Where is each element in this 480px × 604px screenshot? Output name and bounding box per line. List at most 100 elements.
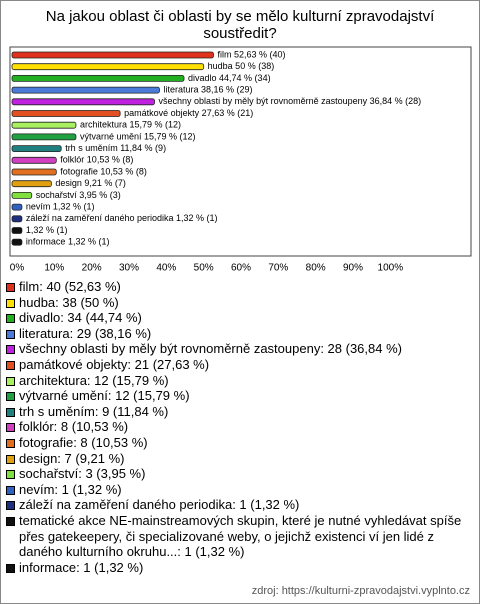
legend-item: architektura: 12 (15,79 %) (6, 373, 468, 389)
value-label: architektura 15,79 % (12) (80, 120, 181, 130)
value-label: trh s uměním 11,84 % (9) (65, 143, 166, 153)
x-tick-label: 40% (156, 263, 176, 274)
bar (11, 215, 23, 223)
legend-swatch (6, 485, 15, 495)
bar (11, 75, 185, 82)
legend-item: záleží na zaměření daného periodika: 1 (… (6, 497, 468, 513)
x-tick-label: 60% (231, 263, 251, 274)
chart-title: Na jakou oblast či oblasti by se mělo ku… (45, 8, 435, 42)
legend-label: památkové objekty: 21 (27,63 %) (19, 356, 210, 372)
legend-label: film: 40 (52,63 %) (19, 279, 121, 294)
value-label: hudba 50 % (38) (208, 61, 275, 71)
legend: film: 40 (52,63 %) hudba: 38 (50 %) divadl… (6, 279, 468, 575)
legend-swatch (6, 563, 15, 573)
legend-item: design: 7 (9,21 %) (6, 451, 468, 467)
value-label: výtvarné umění 15,79 % (12) (80, 131, 196, 141)
value-label: fotografie 10,53 % (8) (60, 166, 147, 176)
legend-swatch (6, 314, 15, 324)
legend-swatch (6, 438, 15, 448)
legend-label: architektura: 12 (15,79 %) (19, 372, 169, 388)
legend-item: divadlo: 34 (44,74 %) (6, 310, 468, 326)
legend-item: památkové objekty: 21 (27,63 %) (6, 357, 468, 373)
value-label: informace 1,32 % (1) (26, 237, 110, 247)
legend-label: záleží na zaměření daného periodika: 1 (… (19, 497, 300, 513)
bar (11, 110, 121, 117)
x-tick-label: 30% (119, 263, 139, 274)
value-label: film 52,63 % (40) (217, 49, 285, 59)
bar (11, 168, 57, 176)
legend-swatch (6, 470, 15, 480)
legend-swatch (6, 392, 15, 402)
x-tick-label: 0% (10, 263, 25, 274)
value-label: folklór 10,53 % (8) (60, 155, 133, 165)
value-label: nevím 1,32 % (1) (26, 201, 95, 211)
bar (11, 86, 160, 94)
legend-swatch (6, 329, 15, 339)
legend-swatch (6, 360, 15, 370)
value-label: sochařství 3,95 % (3) (36, 190, 121, 200)
bar (11, 156, 57, 164)
value-label: všechny oblasti by měly být rovnoměrně z… (159, 96, 422, 106)
legend-swatch (6, 407, 15, 417)
legend-label: divadlo: 34 (44,74 %) (19, 310, 142, 326)
bar (11, 121, 77, 129)
legend-item: všechny oblasti by měly být rovnoměrně z… (6, 341, 468, 357)
legend-label: fotografie: 8 (10,53 %) (19, 434, 148, 450)
legend-item: literatura: 29 (38,16 %) (6, 326, 468, 342)
legend-label: tematické akce NE-mainstreamových skupin… (19, 512, 462, 560)
x-tick-label: 50% (194, 263, 214, 274)
legend-swatch (6, 454, 15, 464)
x-tick-label: 10% (44, 263, 64, 274)
legend-swatch (6, 298, 15, 308)
legend-item: tematické akce NE-mainstreamových skupin… (6, 513, 468, 560)
value-label: literatura 38,16 % (29) (163, 84, 252, 94)
legend-label: folklór: 8 (10,53 %) (19, 419, 129, 435)
legend-item: film: 40 (52,63 %) (6, 279, 468, 295)
legend-label: informace: 1 (1,32 %) (19, 559, 144, 575)
bar (11, 145, 62, 153)
bar (11, 51, 214, 59)
legend-item: informace: 1 (1,32 %) (6, 560, 468, 576)
legend-item: fotografie: 8 (10,53 %) (6, 435, 468, 451)
x-tick-label: 20% (82, 263, 102, 274)
legend-swatch (6, 516, 15, 526)
bar (11, 98, 155, 106)
bar (11, 203, 23, 211)
value-label: záleží na zaměření daného periodika 1,32… (26, 213, 218, 223)
plot-frame (9, 46, 472, 257)
legend-swatch (6, 501, 15, 511)
source: zdroj: https://kulturni-zpravodajstvi.vy… (251, 585, 470, 597)
value-label: památkové objekty 27,63 % (21) (124, 108, 253, 118)
value-label: design 9,21 % (7) (55, 178, 126, 188)
x-tick-label: 80% (306, 263, 326, 274)
bar (11, 63, 205, 71)
legend-label: literatura: 29 (38,16 %) (19, 325, 152, 341)
bar (11, 238, 23, 246)
legend-label: nevím: 1 (1,32 %) (19, 481, 122, 497)
x-tick-label: 100% (378, 263, 404, 274)
bar (11, 180, 52, 188)
legend-label: design: 7 (9,21 %) (19, 450, 125, 466)
x-tick-label: 90% (343, 263, 363, 274)
legend-swatch (6, 283, 15, 292)
legend-label: všechny oblasti by měly být rovnoměrně z… (19, 341, 402, 357)
legend-item: výtvarné umění: 12 (15,79 %) (6, 388, 468, 404)
bar (11, 227, 23, 234)
legend-label: hudba: 38 (50 %) (19, 294, 119, 310)
legend-label: sochařství: 3 (3,95 %) (19, 466, 146, 482)
x-tick-label: 70% (268, 263, 288, 274)
legend-item: nevím: 1 (1,32 %) (6, 482, 468, 498)
value-label: divadlo 44,74 % (34) (188, 73, 271, 83)
legend-swatch (6, 376, 15, 386)
bar (11, 133, 77, 141)
legend-item: trh s uměním: 9 (11,84 %) (6, 404, 468, 420)
legend-item: sochařství: 3 (3,95 %) (6, 466, 468, 482)
legend-item: hudba: 38 (50 %) (6, 295, 468, 311)
legend-label: trh s uměním: 9 (11,84 %) (19, 403, 169, 419)
legend-swatch (6, 423, 15, 433)
legend-swatch (6, 345, 15, 355)
bar (11, 191, 33, 199)
chart: 0% 10% 20% 30% 40% 50% 60% 70% 80% 90% 100% film 52… (9, 46, 472, 274)
value-label: 1,32 % (1) (26, 225, 68, 235)
